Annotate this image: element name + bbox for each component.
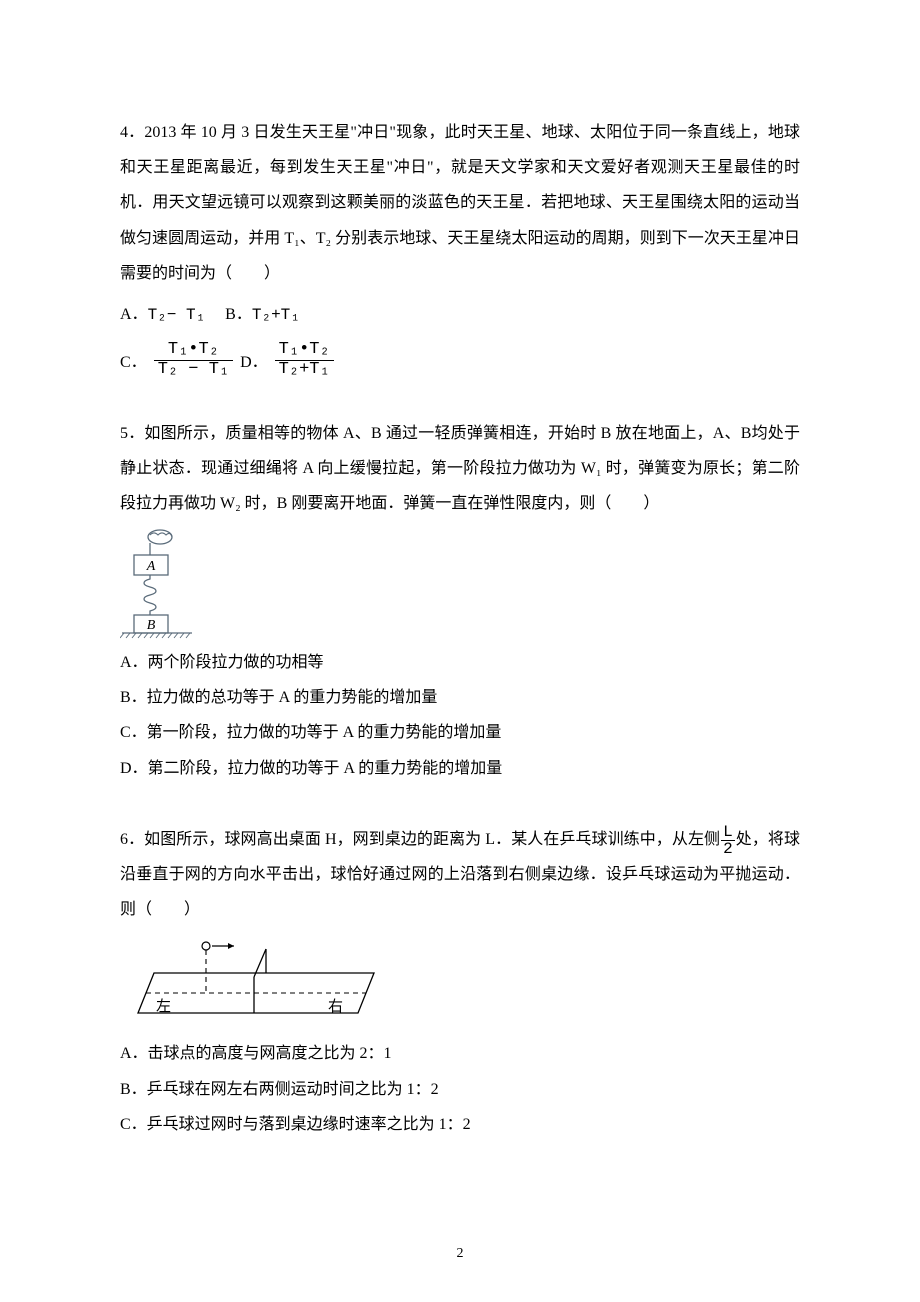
q5-boxB-label: B: [147, 618, 156, 633]
q6-left-label: 左: [156, 998, 171, 1015]
q4-optC-num: T₁•T₂: [164, 341, 223, 360]
q4-options-cd: C． T₁•T₂ T₂ − T₁ D． T₁•T₂ T₂+T₁: [120, 341, 800, 379]
q6-optC: C．乒乓球过网时与落到桌边缘时速率之比为 1：2: [120, 1107, 800, 1142]
q4-optC-den: T₂ − T₁: [154, 360, 233, 380]
q4-optB-label: B．: [209, 306, 252, 323]
q4-optD-frac: T₁•T₂ T₂+T₁: [275, 341, 334, 379]
q5-optB: B．拉力做的总功等于 A 的重力势能的增加量: [120, 680, 800, 715]
q4-optB: T₂+T₁: [252, 306, 300, 324]
q4-optD-label: D．: [240, 348, 268, 372]
page-number: 2: [0, 1246, 920, 1262]
q4-optC-label: C．: [120, 348, 147, 372]
q6-frac-den: 2: [721, 840, 735, 857]
q4-options-ab: A．T₂− T₁ B．T₂+T₁: [120, 297, 800, 333]
q5-figure: A B: [120, 529, 196, 639]
q5-boxA-label: A: [146, 559, 156, 574]
q6-figure: 左 右: [120, 935, 800, 1030]
q6-frac: L2: [721, 824, 735, 857]
q5-optC: C．第一阶段，拉力做的功等于 A 的重力势能的增加量: [120, 715, 800, 750]
q6-text: 6．如图所示，球网高出桌面 H，网到桌边的距离为 L．某人在乒乓球训练中，从左侧…: [120, 822, 800, 928]
q5-optD: D．第二阶段，拉力做的功等于 A 的重力势能的增加量: [120, 751, 800, 786]
q4-text: 4．2013 年 10 月 3 日发生天王星"冲日"现象，此时天王星、地球、太阳…: [120, 115, 800, 291]
q4-optA: T₂− T₁: [148, 306, 206, 324]
q4-optD-den: T₂+T₁: [275, 360, 334, 380]
q5-text: 5．如图所示，质量相等的物体 A、B 通过一轻质弹簧相连，开始时 B 放在地面上…: [120, 416, 800, 522]
q6-frac-num: L: [721, 824, 735, 840]
q6-optA: A．击球点的高度与网高度之比为 2：1: [120, 1036, 800, 1071]
q6-right-label: 右: [328, 998, 343, 1015]
q6-optB: B．乒乓球在网左右两侧运动时间之比为 1：2: [120, 1072, 800, 1107]
q4-optC-frac: T₁•T₂ T₂ − T₁: [154, 341, 233, 379]
q4-optA-label: A．: [120, 306, 148, 323]
q4-optD-num: T₁•T₂: [275, 341, 334, 360]
q6-text-before: 6．如图所示，球网高出桌面 H，网到桌边的距离为 L．某人在乒乓球训练中，从左侧: [120, 831, 720, 848]
q5-optA: A．两个阶段拉力做的功相等: [120, 645, 800, 680]
